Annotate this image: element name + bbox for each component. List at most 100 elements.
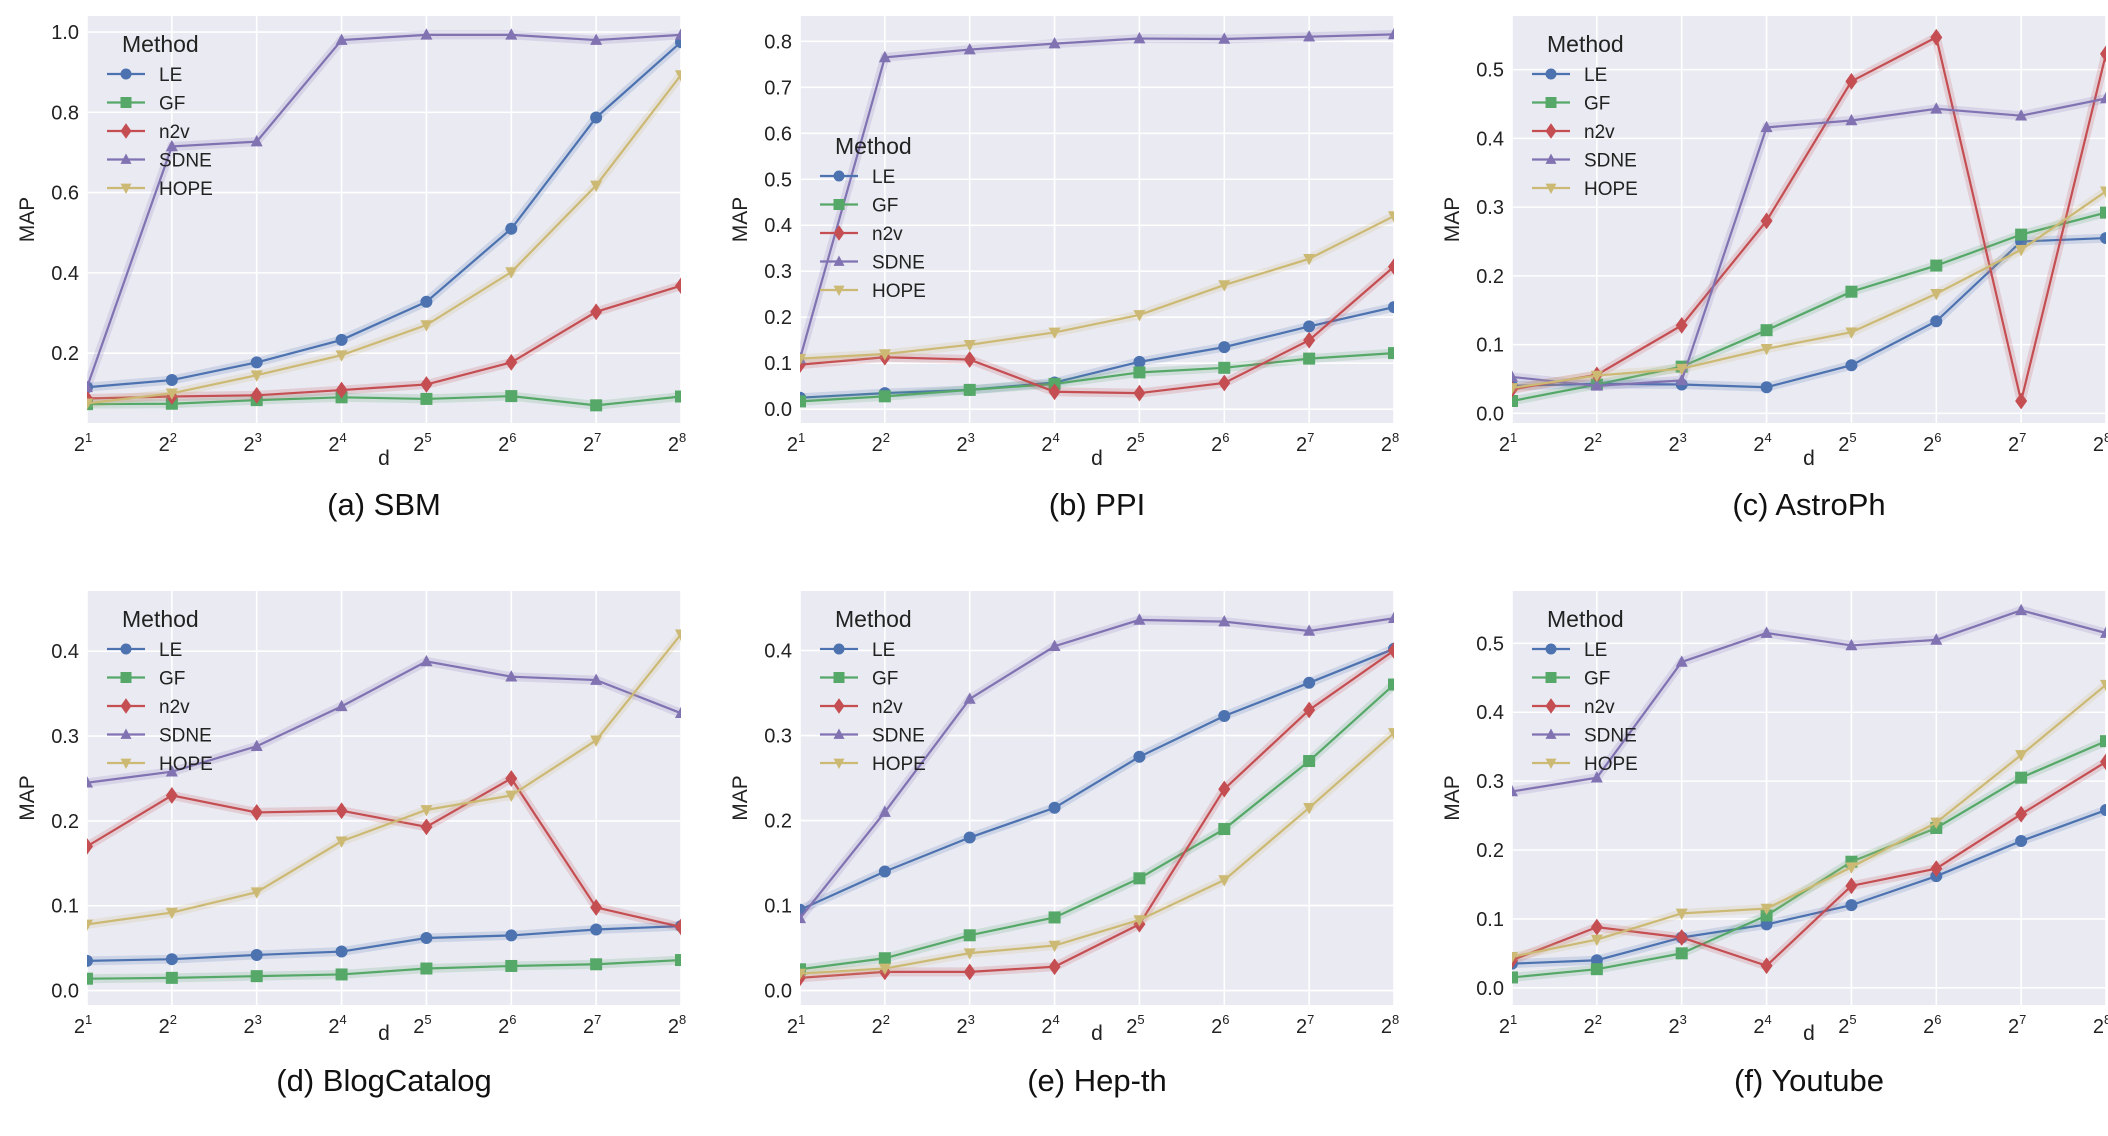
data-point (800, 353, 806, 366)
series-line (1512, 211, 2106, 403)
legend-label: SDNE (1584, 726, 1637, 747)
series-line (87, 74, 681, 405)
data-point (1048, 940, 1061, 953)
data-point (1303, 30, 1316, 42)
data-point (590, 673, 603, 685)
data-point (878, 952, 891, 965)
data-point (590, 923, 603, 936)
y-tick-label: 0.4 (51, 641, 79, 663)
x-tick-label: 24 (328, 430, 346, 456)
data-point (675, 28, 681, 40)
data-point (1512, 383, 1518, 395)
data-point (2015, 805, 2028, 823)
series-gf (1512, 206, 2106, 407)
data-point (2015, 603, 2028, 616)
x-tick-label: 22 (872, 430, 890, 456)
legend-entry: GF (107, 94, 185, 115)
legend-label: LE (872, 640, 895, 661)
series-line (87, 925, 681, 962)
data-point (1303, 320, 1316, 333)
data-point (1133, 366, 1146, 379)
data-point (165, 374, 178, 387)
x-tick-label: 25 (1126, 430, 1144, 456)
data-point (1930, 817, 1943, 830)
x-tick-label: 26 (1923, 1012, 1941, 1038)
data-point (250, 386, 263, 404)
data-point (120, 643, 132, 655)
data-point (590, 958, 603, 971)
data-point (420, 931, 433, 944)
legend-entry: GF (1532, 669, 1610, 690)
data-point (1388, 642, 1394, 659)
data-point (1760, 903, 1773, 916)
data-point (878, 865, 891, 878)
x-tick-label: 23 (957, 1012, 975, 1038)
series-line (87, 777, 681, 929)
data-point (120, 183, 132, 195)
data-point (675, 70, 681, 82)
data-point (1303, 624, 1316, 636)
data-point (1048, 958, 1061, 976)
data-point (1675, 947, 1688, 960)
data-point (1590, 918, 1603, 936)
legend-entry: n2v (820, 224, 903, 245)
legend-entry: GF (1532, 94, 1610, 115)
series-sdne (87, 28, 681, 393)
data-point (675, 918, 681, 936)
series-group (800, 611, 1394, 987)
data-point (505, 959, 518, 972)
data-point (675, 390, 681, 403)
x-tick-label: 24 (1753, 1012, 1771, 1038)
legend-entry: GF (107, 669, 185, 690)
data-point (963, 340, 976, 352)
data-point (963, 692, 976, 704)
data-point (1303, 802, 1316, 815)
data-point (675, 277, 681, 295)
x-tick-label: 28 (2093, 430, 2108, 456)
data-point (87, 919, 93, 932)
legend-entry: HOPE (820, 281, 926, 302)
x-tick-label: 23 (244, 430, 262, 456)
data-point (1845, 285, 1858, 298)
legend-label: SDNE (1584, 151, 1637, 172)
x-tick-label: 28 (668, 1012, 686, 1038)
y-tick-label: 0.3 (1476, 197, 1504, 219)
y-tick-label: 0.5 (1476, 60, 1504, 82)
data-point (1760, 212, 1773, 230)
x-tick-label: 22 (159, 430, 177, 456)
series-gf (87, 390, 681, 412)
subplot-2: 0.0 0.1 0.2 0.3 0.4 0.5 0.6 0.7 0.8 21 22 23 24 25 26 2… (729, 16, 1399, 522)
data-point (335, 945, 348, 958)
y-axis-label: MAP (729, 775, 752, 821)
data-point (335, 333, 348, 346)
data-point (1675, 363, 1688, 376)
series-line (800, 351, 1394, 403)
data-point (165, 953, 178, 966)
data-point (1133, 355, 1146, 368)
data-point (2015, 835, 2028, 848)
data-point (505, 267, 518, 279)
legend-entry: GF (820, 196, 898, 217)
y-tick-label: 0.5 (1476, 633, 1504, 655)
series-n2v (1512, 28, 2106, 410)
data-point (87, 954, 93, 967)
data-point (1133, 310, 1146, 322)
x-tick-label: 22 (1584, 430, 1602, 456)
x-tick-label: 27 (1296, 430, 1314, 456)
y-tick-label: 0.1 (51, 896, 79, 918)
y-tick-label: 0.1 (764, 896, 792, 918)
data-point (1545, 68, 1557, 80)
legend-label: LE (159, 65, 182, 86)
data-point (800, 968, 806, 981)
data-point (2015, 392, 2028, 410)
legend: Method LE GF n2v SDNE HOPE (1532, 606, 1638, 775)
plot-area (87, 16, 681, 423)
x-tick-label: 21 (787, 430, 805, 456)
data-point (1590, 963, 1603, 976)
plot-area (800, 16, 1394, 423)
y-tick-label: 0.3 (51, 726, 79, 748)
data-point (1845, 899, 1858, 912)
data-point (1133, 31, 1146, 44)
x-tick-label: 27 (2008, 1012, 2026, 1038)
data-point (120, 728, 132, 739)
